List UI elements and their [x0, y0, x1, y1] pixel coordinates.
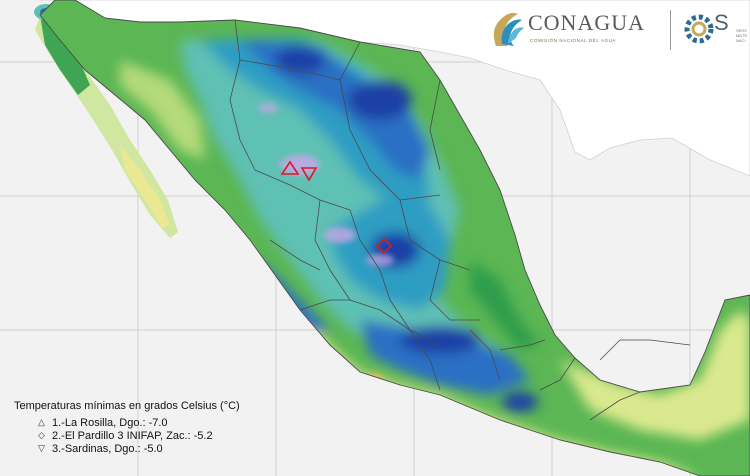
legend-label: 1.-La Rosilla, Dgo.: -7.0	[52, 416, 168, 429]
station-markers	[280, 160, 393, 255]
marker-el-pardillo	[375, 237, 393, 255]
marker-sardinas	[300, 167, 318, 182]
diamond-icon: ◇	[38, 430, 45, 440]
conagua-emblem-icon	[493, 12, 524, 46]
legend-label: 3.-Sardinas, Dgo.: -5.0	[52, 442, 163, 455]
triangle-down-icon: ▽	[38, 443, 45, 453]
logo-area: CONAGUA COMISIÓN NACIONAL DEL AGUA S SER…	[486, 4, 750, 52]
legend-item-2: ◇ 2.-El Pardillo 3 INIFAP, Zac.: -5.2	[38, 429, 314, 442]
legend-item-3: ▽ 3.-Sardinas, Dgo.: -5.0	[38, 442, 314, 455]
legend-item-1: △ 1.-La Rosilla, Dgo.: -7.0	[38, 416, 314, 429]
legend-label: 2.-El Pardillo 3 INIFAP, Zac.: -5.2	[52, 429, 213, 442]
smn-wordmark: S	[714, 10, 729, 35]
state-boundaries	[229, 19, 691, 421]
logo-separator	[670, 10, 671, 50]
smn-gear-icon	[684, 14, 714, 44]
conagua-subtitle: COMISIÓN NACIONAL DEL AGUA	[530, 38, 617, 43]
smn-subtitle: SERV METE NACI	[736, 28, 748, 43]
legend-title: Temperaturas mínimas en grados Celsius (…	[14, 400, 240, 412]
triangle-up-icon: △	[38, 417, 45, 427]
legend: Temperaturas mínimas en grados Celsius (…	[14, 400, 314, 455]
marker-la-rosilla	[280, 160, 300, 175]
conagua-wordmark: CONAGUA	[528, 10, 645, 35]
